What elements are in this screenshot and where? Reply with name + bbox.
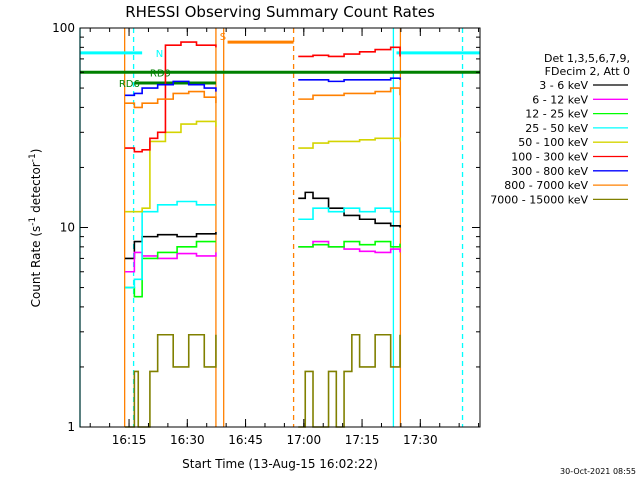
y-tick-label-1: 10 [60, 221, 75, 235]
y-tick-label-0: 1 [67, 420, 75, 434]
legend-label-6: 300 - 800 keV [511, 165, 588, 178]
x-tick-label-0: 16:15 [112, 433, 147, 447]
chart-title: RHESSI Observing Summary Count Rates [125, 3, 435, 21]
series-line-8-1 [298, 333, 401, 428]
annotation-s: S [220, 32, 226, 43]
series-line-7-0 [125, 90, 217, 109]
legend-label-2: 12 - 25 keV [525, 108, 588, 121]
x-tick-label-4: 17:15 [345, 433, 380, 447]
legend-label-0: 3 - 6 keV [539, 79, 588, 92]
legend-header-2: FDecim 2, Att 0 [545, 65, 630, 78]
series-line-0-1 [298, 191, 401, 228]
x-tick-label-3: 17:00 [287, 433, 322, 447]
x-tick-label-2: 16:45 [228, 433, 263, 447]
series-line-5-0 [125, 41, 217, 153]
plot-area: N S RD9 RD6 [79, 28, 480, 428]
legend-label-4: 50 - 100 keV [518, 136, 588, 149]
y-axis-label-exp2: -1 [28, 153, 38, 162]
annotation-n: N [156, 49, 163, 60]
footer-timestamp: 30-Oct-2021 08:55 [560, 467, 636, 476]
series-line-4-0 [125, 120, 217, 213]
x-tick-label-5: 17:30 [403, 433, 438, 447]
series-line-6-0 [125, 80, 217, 97]
y-axis-label-close: ) [29, 149, 43, 154]
series-line-2-0 [125, 240, 216, 298]
series-line-7-1 [298, 87, 401, 100]
series-line-4-1 [298, 137, 401, 149]
series-line-3-1 [298, 207, 400, 221]
y-axis-label-base: Count Rate (s [29, 226, 43, 308]
y-axis-label-exp: -1 [28, 217, 38, 226]
annotation-rd6: RD6 [119, 79, 140, 90]
annotation-rd9: RD9 [150, 68, 171, 79]
series-line-6-1 [298, 77, 401, 83]
series-line-5-1 [298, 46, 401, 58]
legend-label-3: 25 - 50 keV [525, 122, 588, 135]
legend: Det 1,3,5,6,7,9, FDecim 2, Att 0 3 - 6 k… [490, 52, 630, 206]
y-tick-label-2: 100 [52, 21, 75, 35]
legend-label-5: 100 - 300 keV [511, 151, 588, 164]
series-line-2-1 [298, 240, 401, 248]
legend-label-7: 800 - 7000 keV [504, 179, 588, 192]
axis-ticks: 16:15 16:30 16:45 17:00 17:15 17:30 1 10 100 [52, 21, 480, 447]
y-axis-label-tail: detector [29, 162, 43, 217]
legend-header-1: Det 1,3,5,6,7,9, [544, 52, 630, 65]
legend-label-1: 6 - 12 keV [532, 93, 588, 106]
x-tick-label-1: 16:30 [170, 433, 205, 447]
series-line-3-0 [125, 200, 216, 289]
x-axis-label: Start Time (13-Aug-15 16:02:22) [182, 457, 378, 471]
legend-label-8: 7000 - 15000 keV [490, 193, 588, 206]
series-line-0-0 [125, 231, 217, 260]
series-line-1-1 [298, 240, 401, 254]
y-axis-label: Count Rate (s-1 detector-1) [28, 149, 43, 308]
series-line-8-0 [125, 333, 217, 428]
